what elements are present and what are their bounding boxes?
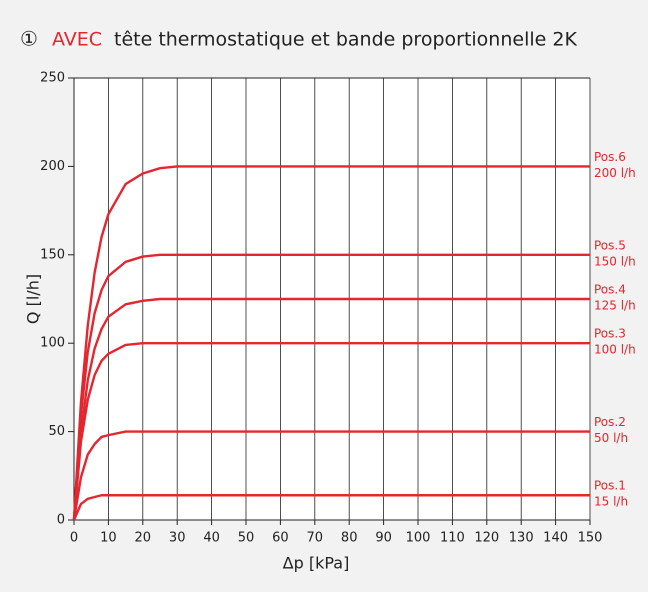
series-line [72, 253, 590, 521]
series-flow-label: 200 l/h [594, 166, 636, 180]
x-tick-label: 50 [238, 531, 255, 546]
x-tick-label: 130 [509, 531, 534, 546]
y-tick-label: 250 [40, 71, 65, 86]
title-highlight: AVEC [52, 29, 102, 51]
y-tick-label: 50 [48, 424, 65, 439]
series-line [72, 494, 590, 521]
x-tick-label: 140 [543, 531, 568, 546]
x-tick-label: 80 [341, 531, 358, 546]
series-flow-label: 50 l/h [594, 431, 628, 445]
series-name: Pos.4 [594, 283, 626, 297]
x-axis-label: Δp [kPa] [283, 554, 350, 573]
x-tick-label: 120 [474, 531, 499, 546]
series-name: Pos.5 [594, 238, 626, 252]
y-axis-label: Q [l/h] [24, 274, 43, 324]
series-flow-label: 150 l/h [594, 254, 636, 268]
x-tick-label: 90 [375, 531, 392, 546]
series-flow-label: 125 l/h [594, 299, 636, 313]
x-tick-label: 60 [272, 531, 289, 546]
series-line [72, 430, 590, 521]
x-tick-label: 10 [100, 531, 117, 546]
series-name: Pos.1 [594, 479, 626, 493]
series-name: Pos.6 [594, 150, 626, 164]
x-tick-label: 20 [135, 531, 152, 546]
title-marker: ① [20, 27, 38, 51]
series-flow-label: 15 l/h [594, 495, 628, 509]
series-name: Pos.3 [594, 327, 626, 341]
y-tick-label: 100 [40, 336, 65, 351]
series-line [72, 297, 590, 521]
series-line [72, 342, 590, 521]
x-tick-label: 30 [169, 531, 186, 546]
x-tick-label: 150 [578, 531, 603, 546]
x-tick-label: 110 [440, 531, 465, 546]
y-tick-label: 0 [57, 513, 65, 528]
x-tick-label: 0 [70, 531, 78, 546]
series-name: Pos.2 [594, 415, 626, 429]
x-tick-label: 100 [406, 531, 431, 546]
chart-title: tête thermostatique et bande proportionn… [114, 29, 577, 51]
x-tick-label: 70 [307, 531, 324, 546]
x-tick-label: 40 [203, 531, 220, 546]
series-line [72, 165, 590, 521]
series-flow-label: 100 l/h [594, 343, 636, 357]
y-tick-label: 150 [40, 247, 65, 262]
y-tick-label: 200 [40, 159, 65, 174]
